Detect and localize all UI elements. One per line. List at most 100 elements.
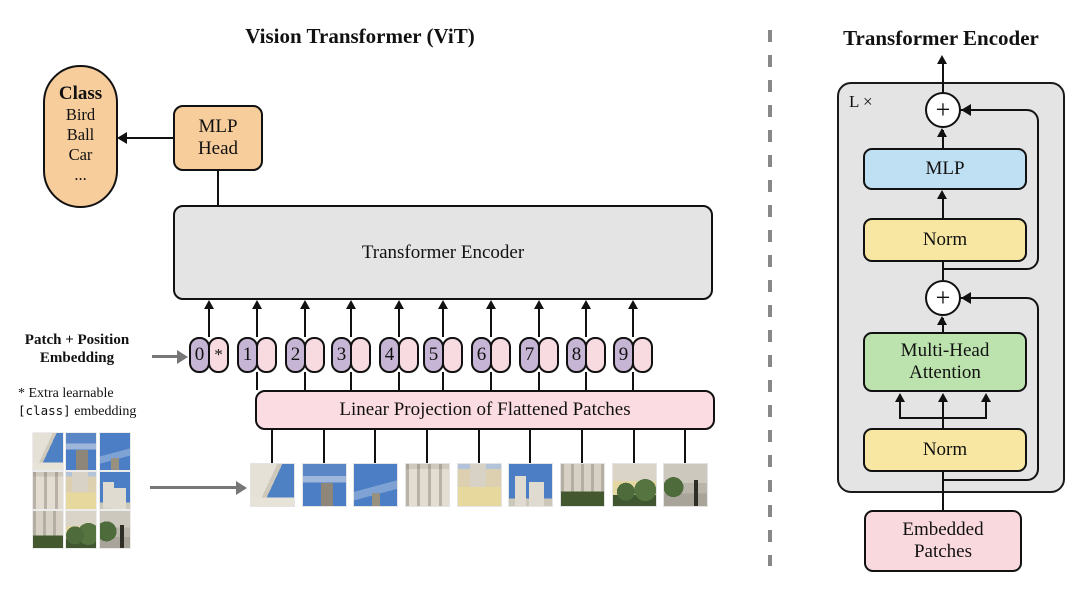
image-patch (405, 463, 450, 507)
patch-embedding-pill: * (208, 337, 229, 373)
plus-icon: + (935, 283, 951, 312)
source-grid-cell (100, 472, 130, 509)
source-grid-cell (33, 472, 63, 509)
residual-path-mlp (943, 109, 1039, 270)
class-item: ... (74, 165, 87, 185)
token-down-line (585, 372, 587, 390)
source-grid-cell (100, 511, 130, 548)
image-patch (353, 463, 398, 507)
position-embedding-pill: 0 (189, 337, 210, 373)
mlp-head-to-class-arrowhead-icon (117, 132, 127, 144)
residual-add-top: + (925, 92, 961, 128)
embedding-label-arrow-line (152, 355, 178, 358)
image-patch (457, 463, 502, 507)
token-up-arrowhead-icon (394, 300, 404, 309)
patch-embedding-pill (256, 337, 277, 373)
patch-embedding-pill (442, 337, 463, 373)
patch-embedding-pill (632, 337, 653, 373)
norm-bottom-label: Norm (922, 439, 968, 461)
residual-path-attention (943, 297, 1039, 481)
patch-embedding-pill (398, 337, 419, 373)
projection-to-patch-line (323, 430, 325, 463)
position-embedding-pill: 2 (285, 337, 306, 373)
encoder-output-arrowhead-icon (937, 55, 947, 64)
source-grid-cell (66, 433, 96, 470)
token-down-line (538, 372, 540, 390)
token-up-arrowhead-icon (534, 300, 544, 309)
token-up-arrow-line (398, 309, 400, 337)
norm-to-mlp-arrowhead-icon (937, 190, 947, 199)
token-up-arrowhead-icon (346, 300, 356, 309)
class-output-pill: Class Bird Ball Car... (43, 65, 118, 208)
embedded-label-line1: Embedded (902, 519, 984, 541)
image-patch (612, 463, 657, 507)
transformer-encoder-label: Transformer Encoder (361, 241, 525, 263)
token-down-line (442, 372, 444, 390)
patch-embedding-pill (490, 337, 511, 373)
source-grid-cell (66, 472, 96, 509)
patch-position-embedding-label: Patch + Position Embedding (2, 331, 152, 367)
token-up-arrowhead-icon (204, 300, 214, 309)
token-down-line (398, 372, 400, 390)
token-up-arrow-line (538, 309, 540, 337)
token-up-arrowhead-icon (581, 300, 591, 309)
projection-to-patch-line (478, 430, 480, 463)
norm-to-mlp-line (942, 196, 944, 218)
plus-icon: + (935, 95, 951, 124)
token-up-arrow-line (304, 309, 306, 337)
left-panel-title: Vision Transformer (ViT) (245, 24, 475, 48)
qkv-right-arrowhead-icon (981, 393, 991, 402)
mha-to-add-arrowhead-icon (937, 316, 947, 325)
token-up-arrowhead-icon (628, 300, 638, 309)
loop-count-label: L × (849, 92, 873, 111)
image-patch (302, 463, 347, 507)
token-up-arrow-line (442, 309, 444, 337)
position-embedding-pill: 3 (331, 337, 352, 373)
source-grid-cell (66, 511, 96, 548)
grid-to-patches-arrow-line (150, 486, 237, 489)
grid-to-patches-arrowhead-icon (236, 481, 247, 495)
token-up-arrow-line (350, 309, 352, 337)
position-embedding-pill: 1 (237, 337, 258, 373)
token-down-line (490, 372, 492, 390)
linear-projection-label: Linear Projection of Flattened Patches (339, 399, 631, 421)
projection-to-patch-line (529, 430, 531, 463)
token-up-arrow-line (490, 309, 492, 337)
mha-label-line1: Multi-Head (900, 340, 990, 362)
image-patch (508, 463, 553, 507)
projection-to-patch-line (684, 430, 686, 463)
projection-to-patch-line (581, 430, 583, 463)
mlp-to-add-line (942, 130, 944, 148)
source-grid-cell (33, 433, 63, 470)
position-embedding-pill: 9 (613, 337, 634, 373)
mlp-head-line1: MLP (198, 116, 238, 138)
mha-label-line2: Attention (909, 362, 981, 383)
multi-head-attention-block: Multi-Head Attention (863, 332, 1027, 392)
residual-add-middle: + (925, 280, 961, 316)
qkv-right-line (985, 400, 987, 418)
footnote-rest: embedding (70, 404, 137, 420)
class-item-list: Bird Ball Car... (45, 105, 116, 186)
source-grid-cell (100, 433, 130, 470)
patch-embedding-pill (350, 337, 371, 373)
token-up-arrowhead-icon (252, 300, 262, 309)
class-item: Ball (66, 125, 95, 145)
image-patch (560, 463, 605, 507)
norm-bottom-block: Norm (863, 428, 1027, 472)
class-item: Bird (65, 105, 96, 124)
mlp-block-label: MLP (925, 158, 965, 180)
token-up-arrow-line (256, 309, 258, 337)
position-embedding-pill: 6 (471, 337, 492, 373)
embedded-label-line2: Patches (913, 541, 973, 562)
mlp-head-to-class-line (127, 137, 173, 139)
footnote-code: [class] (18, 403, 71, 419)
footnote-line2: [class] embedding (18, 403, 136, 421)
transformer-encoder-box: Transformer Encoder (173, 205, 713, 300)
projection-to-patch-line (633, 430, 635, 463)
projection-to-patch-line (374, 430, 376, 463)
qkv-left-line (899, 400, 901, 418)
embedding-label-line2: Embedding (39, 350, 115, 366)
qkv-left-arrowhead-icon (895, 393, 905, 402)
position-embedding-pill: 4 (379, 337, 400, 373)
embedding-label-arrowhead-icon (177, 350, 188, 364)
